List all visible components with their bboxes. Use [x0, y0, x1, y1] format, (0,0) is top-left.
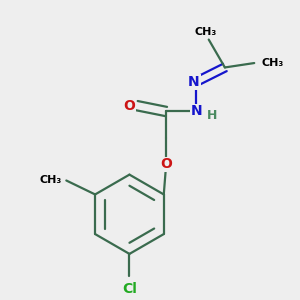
- Text: Cl: Cl: [122, 282, 137, 296]
- Text: CH₃: CH₃: [40, 176, 62, 185]
- Text: O: O: [160, 157, 172, 171]
- Text: H: H: [206, 110, 217, 122]
- Text: CH₃: CH₃: [262, 58, 284, 68]
- Text: CH₃: CH₃: [195, 27, 217, 37]
- Text: O: O: [124, 99, 135, 112]
- Text: N: N: [191, 104, 203, 118]
- Text: N: N: [188, 75, 200, 89]
